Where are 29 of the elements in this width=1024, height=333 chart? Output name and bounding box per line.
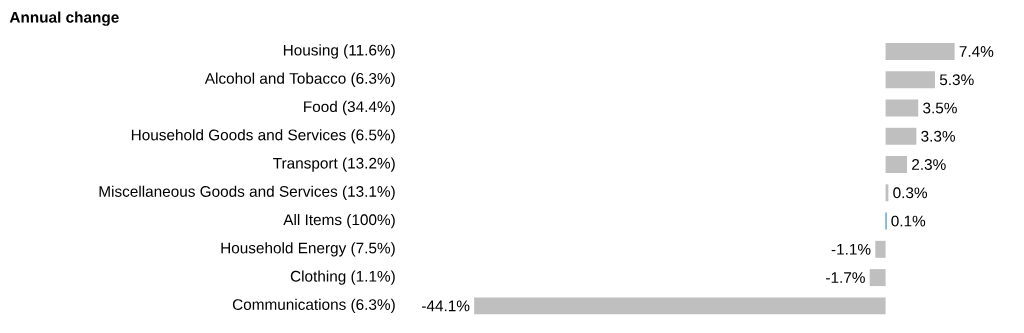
y-tick-label: All Items (100%) — [283, 213, 395, 229]
data-label: 0.3% — [893, 187, 928, 199]
data-label: 3.5% — [923, 102, 957, 114]
y-tick-label: Clothing (1.1%) — [290, 270, 395, 285]
bar — [885, 127, 917, 145]
y-tick-label: Transport (13.2%) — [273, 157, 395, 172]
bar — [885, 71, 936, 89]
data-label: -44.1% — [422, 300, 470, 312]
data-label: 2.3% — [912, 158, 946, 170]
data-label: 3.3% — [921, 130, 956, 142]
y-tick-label: Alcohol and Tobacco (6.3%) — [204, 72, 395, 87]
bar — [869, 268, 886, 286]
y-tick-label: Housing (11.6%) — [283, 44, 395, 59]
bar — [885, 99, 919, 117]
bar — [875, 240, 886, 258]
data-label: -1.1% — [831, 243, 871, 255]
y-tick-label: Food (34.4%) — [304, 100, 395, 115]
bar — [885, 42, 955, 60]
data-label: 5.3% — [939, 74, 974, 85]
bar — [474, 297, 886, 315]
text: Annual change — [9, 11, 119, 26]
y-tick-label: Miscellaneous Goods and Services (13.1%) — [99, 185, 395, 200]
y-tick-label: Household Energy (7.5%) — [221, 242, 395, 257]
data-label: 7.4% — [959, 45, 994, 57]
y-tick-label: Household Goods and Services (6.5%) — [131, 128, 395, 144]
y-tick-label: Communications (6.3%) — [232, 298, 395, 313]
data-label: -1.7% — [826, 272, 865, 283]
bar — [885, 155, 908, 173]
data-label: 0.1% — [891, 215, 926, 227]
